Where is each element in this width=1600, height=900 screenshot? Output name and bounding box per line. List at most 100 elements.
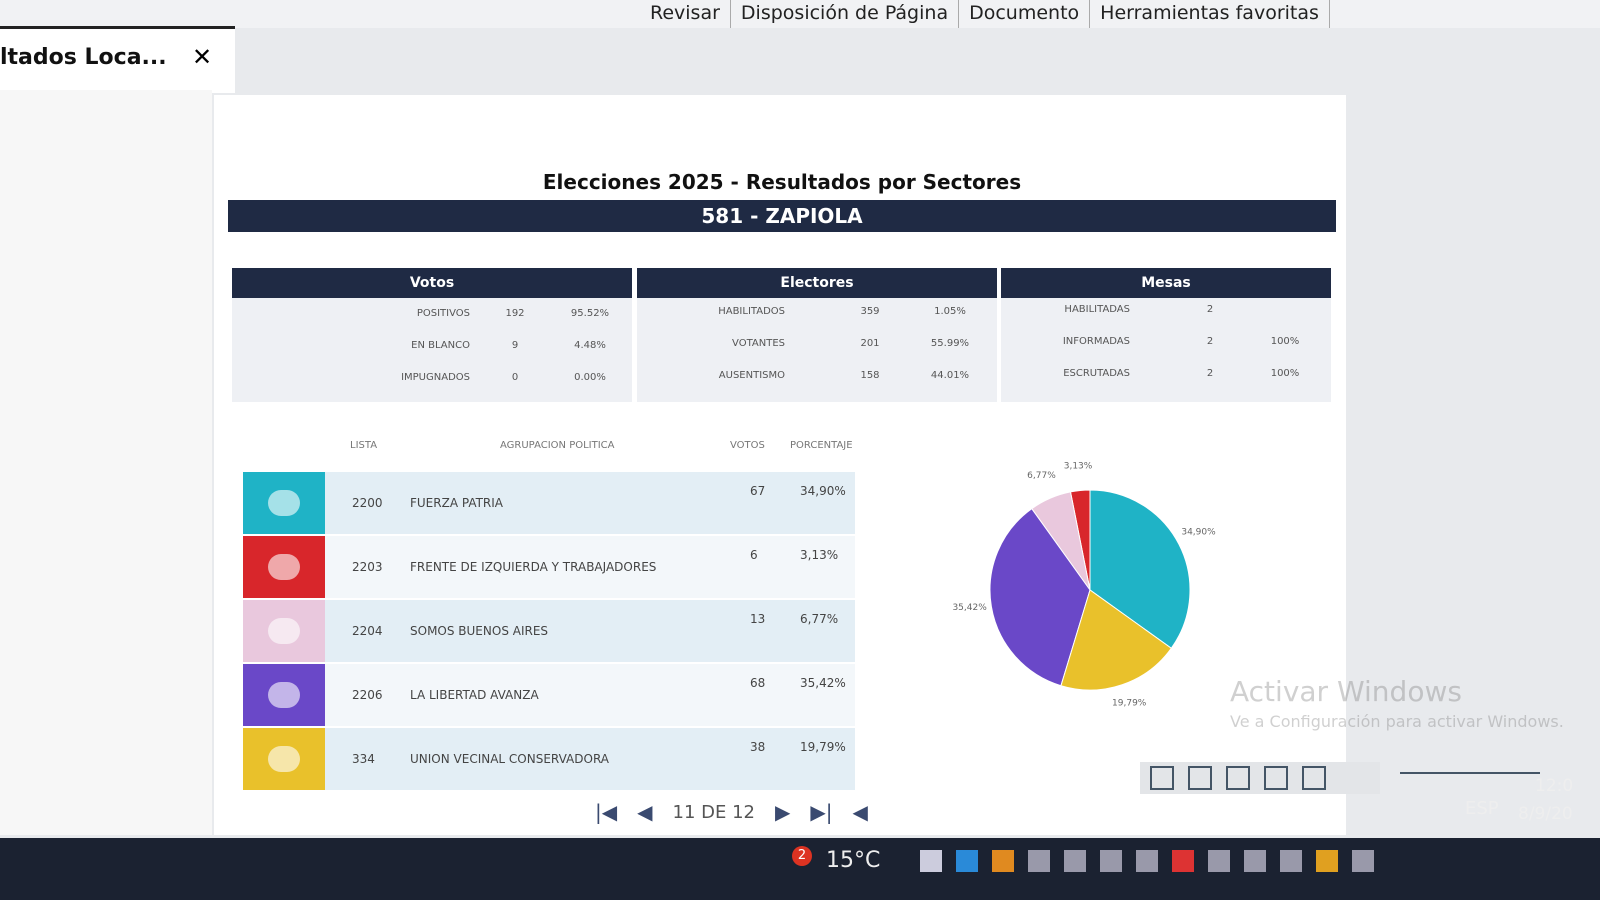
- column-header: LISTA: [350, 440, 378, 451]
- percent: 35,42%: [800, 676, 846, 690]
- pie-slice: [989, 508, 1091, 687]
- pager: |◀ ◀ 11 DE 12 ▶ ▶| ◀: [595, 790, 995, 834]
- menu-tab[interactable]: Herramientas favoritas: [1090, 0, 1330, 28]
- stat-label: IMPUGNADOS: [401, 372, 470, 383]
- stat-label: INFORMADAS: [1062, 336, 1130, 347]
- next-page[interactable]: ▶: [775, 800, 791, 824]
- page-position: 11 DE 12: [672, 801, 756, 823]
- party-name: SOMOS BUENOS AIRES: [410, 624, 549, 638]
- watermark-subtitle: Ve a Configuración para activar Windows.: [1230, 712, 1564, 731]
- logo-badge: [268, 554, 300, 580]
- sector-banner: 581 - ZAPIOLA: [228, 200, 1336, 232]
- logo-badge: [268, 746, 300, 772]
- document-tab-title: ltados Loca...: [0, 45, 167, 70]
- party-name: UNION VECINAL CONSERVADORA: [410, 752, 610, 766]
- lista: 334: [352, 752, 375, 766]
- weather-badge: 2: [792, 846, 812, 866]
- stat-label: VOTANTES: [732, 338, 785, 349]
- stat-percent: 4.48%: [574, 340, 606, 351]
- stat-percent: 1.05%: [934, 306, 966, 317]
- stat-label: AUSENTISMO: [718, 370, 785, 381]
- votes: 38: [750, 740, 766, 754]
- section-header: Mesas: [1001, 268, 1331, 298]
- stat-count: 2: [1206, 336, 1214, 347]
- lista: 2206: [352, 688, 383, 702]
- clock-date[interactable]: 8/9/20: [1518, 804, 1573, 824]
- first-page[interactable]: |◀: [595, 800, 618, 824]
- close-icon[interactable]: ✕: [192, 43, 213, 71]
- section-header: Electores: [637, 268, 997, 298]
- pie-label: 3,13%: [1064, 462, 1093, 472]
- menu-tab[interactable]: Documento: [959, 0, 1091, 28]
- party-name: LA LIBERTAD AVANZA: [410, 688, 539, 702]
- stat-count: 2: [1206, 368, 1214, 379]
- section-body: [637, 298, 997, 402]
- report-title: Elecciones 2025 - Resultados por Sectore…: [542, 170, 1022, 194]
- back[interactable]: ◀: [852, 800, 868, 824]
- language[interactable]: ESP: [1465, 798, 1499, 819]
- view-buttons[interactable]: [1140, 762, 1380, 794]
- party-name: FRENTE DE IZQUIERDA Y TRABAJADORES: [410, 560, 657, 574]
- row-background: [243, 664, 855, 726]
- pie-slice: [1089, 489, 1191, 649]
- pie-label: 35,42%: [952, 603, 987, 613]
- tray-icons: [920, 850, 1374, 872]
- stat-count: 158: [860, 370, 880, 381]
- logo-badge: [268, 618, 300, 644]
- stat-count: 359: [860, 306, 880, 317]
- weather[interactable]: 15°C: [826, 848, 881, 873]
- last-page[interactable]: ▶|: [810, 800, 833, 824]
- clock-time[interactable]: 12:0: [1535, 776, 1574, 796]
- section-body: [232, 298, 632, 402]
- votes: 67: [750, 484, 766, 498]
- stat-label: POSITIVOS: [416, 308, 470, 319]
- logo-badge: [268, 490, 300, 516]
- lista: 2203: [352, 560, 383, 574]
- menu-tab[interactable]: Disposición de Página: [731, 0, 960, 28]
- row-background: [243, 600, 855, 662]
- stat-percent: 100%: [1270, 336, 1300, 347]
- pie-label: 6,77%: [1027, 471, 1056, 481]
- percent: 34,90%: [800, 484, 846, 498]
- stat-percent: 95.52%: [570, 308, 610, 319]
- side-panel: [0, 90, 212, 835]
- stat-count: 192: [505, 308, 525, 319]
- percent: 3,13%: [800, 548, 839, 562]
- pie-label: 19,79%: [1112, 699, 1147, 709]
- stat-count: 2: [1206, 304, 1214, 315]
- stat-count: 201: [860, 338, 880, 349]
- pie-label: 34,90%: [1181, 527, 1216, 537]
- logo-badge: [268, 682, 300, 708]
- percent: 19,79%: [800, 740, 846, 754]
- lista: 2204: [352, 624, 383, 638]
- pie-slice: [1060, 589, 1172, 691]
- stat-count: 9: [511, 340, 519, 351]
- votes: 13: [750, 612, 766, 626]
- percent: 6,77%: [800, 612, 839, 626]
- stat-label: ESCRUTADAS: [1063, 368, 1130, 379]
- menu-tab[interactable]: Revisar: [640, 0, 731, 28]
- row-background: [243, 472, 855, 534]
- stat-percent: 44.01%: [930, 370, 970, 381]
- column-header: VOTOS: [730, 440, 765, 451]
- taskbar: 2 15°C ESP 12:0 8/9/20: [0, 776, 1600, 900]
- stat-label: EN BLANCO: [411, 340, 470, 351]
- stat-label: HABILITADAS: [1064, 304, 1130, 315]
- pie-chart: 34,90% 3,13% 6,77% 35,42% 19,79%: [952, 462, 1216, 709]
- menu-tabs: Revisar Disposición de Página Documento Her…: [640, 0, 1330, 28]
- lista: 2200: [352, 496, 383, 510]
- ribbon: [0, 0, 1600, 28]
- stat-percent: 100%: [1270, 368, 1300, 379]
- column-header: PORCENTAJE: [790, 440, 853, 451]
- prev-page[interactable]: ◀: [637, 800, 653, 824]
- party-name: FUERZA PATRIA: [410, 496, 504, 510]
- stat-label: HABILITADOS: [718, 306, 785, 317]
- stat-count: 0: [511, 372, 519, 383]
- document-tab[interactable]: ltados Loca... ✕: [0, 26, 235, 93]
- section-header: Votos: [232, 268, 632, 298]
- stat-percent: 0.00%: [574, 372, 606, 383]
- zoom-slider[interactable]: [1400, 772, 1540, 774]
- section-body: [1001, 298, 1331, 402]
- votes: 6: [750, 548, 758, 562]
